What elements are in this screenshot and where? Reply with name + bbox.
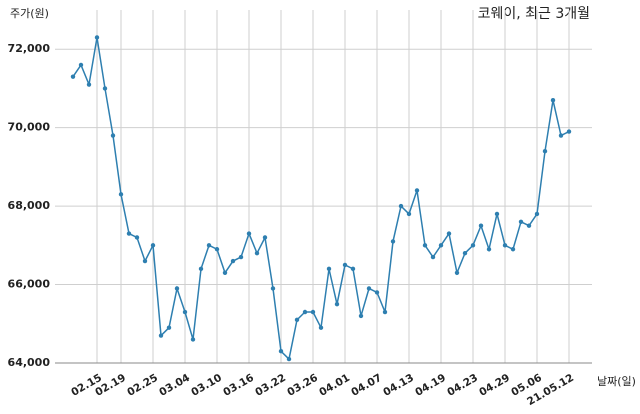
data-point (150, 243, 156, 248)
data-point (126, 231, 132, 236)
data-point (270, 286, 276, 291)
data-point (534, 211, 540, 217)
y-tick-label: 72,000 (8, 42, 51, 55)
data-point (254, 250, 260, 256)
x-tick-label: 04.19 (413, 372, 448, 399)
data-point (222, 270, 228, 275)
data-point (102, 86, 108, 91)
data-point (246, 231, 252, 236)
data-point (470, 243, 476, 248)
data-point (238, 254, 244, 260)
data-point (158, 333, 164, 338)
data-point (542, 149, 548, 154)
data-point (518, 219, 524, 224)
data-point (486, 247, 492, 252)
data-point (286, 356, 292, 362)
y-tick-label: 64,000 (8, 356, 51, 369)
data-point (166, 325, 172, 330)
data-point (566, 129, 572, 134)
data-point (142, 258, 148, 264)
y-tick-label: 70,000 (8, 121, 51, 134)
y-tick-label: 66,000 (8, 278, 51, 291)
data-point (446, 231, 452, 236)
data-point (502, 243, 508, 248)
data-point (550, 98, 556, 103)
x-tick-label: 04.13 (381, 372, 416, 399)
data-point (318, 325, 324, 330)
data-point (334, 301, 340, 307)
x-tick-label: 03.04 (157, 372, 192, 399)
x-tick-label: 03.26 (285, 372, 320, 399)
data-point (294, 317, 300, 323)
data-point (526, 223, 532, 228)
data-point (342, 262, 348, 268)
data-point (230, 258, 236, 264)
y-axis-label: 주가(원) (10, 7, 49, 20)
data-point (374, 290, 380, 295)
chart-title: 코웨이, 최근 3개월 (478, 6, 590, 22)
data-point (78, 62, 84, 68)
data-point (86, 82, 92, 87)
data-point (262, 235, 268, 240)
x-tick-label: 04.23 (445, 372, 480, 399)
data-point (358, 313, 364, 319)
data-point (454, 270, 460, 275)
data-point (326, 266, 332, 272)
data-point (302, 309, 308, 315)
data-point (430, 254, 436, 260)
data-point (382, 309, 388, 315)
data-point (478, 223, 484, 228)
data-point (422, 243, 428, 248)
data-point (206, 243, 212, 248)
x-tick-label: 02.25 (125, 372, 160, 399)
x-tick-label: 04.01 (317, 372, 352, 399)
x-axis-label: 날짜(일) (597, 374, 636, 388)
data-point (510, 247, 516, 252)
data-point (462, 250, 468, 256)
data-point (134, 235, 140, 240)
data-point (414, 188, 420, 193)
data-point (174, 286, 180, 291)
x-tick-label: 04.29 (477, 372, 512, 399)
data-point (310, 309, 316, 315)
line-series (72, 37, 570, 361)
data-point (94, 35, 100, 40)
x-tick-label: 03.22 (253, 372, 288, 399)
data-point (110, 133, 116, 138)
data-point (278, 349, 284, 354)
x-tick-label: 03.10 (189, 372, 224, 399)
data-point (190, 337, 196, 342)
data-point (398, 203, 404, 209)
data-point (350, 266, 356, 272)
data-point (494, 211, 500, 217)
data-point (558, 133, 564, 138)
y-tick-label: 68,000 (8, 199, 51, 212)
x-tick-label: 03.16 (221, 372, 256, 399)
data-point (182, 309, 188, 315)
data-point (406, 211, 412, 217)
data-point (70, 74, 76, 79)
data-point (198, 266, 204, 272)
x-tick-label: 04.07 (349, 372, 384, 399)
data-point (118, 192, 124, 197)
data-point (390, 239, 396, 244)
data-point (438, 243, 444, 248)
data-point (366, 286, 372, 291)
data-point (214, 247, 220, 252)
